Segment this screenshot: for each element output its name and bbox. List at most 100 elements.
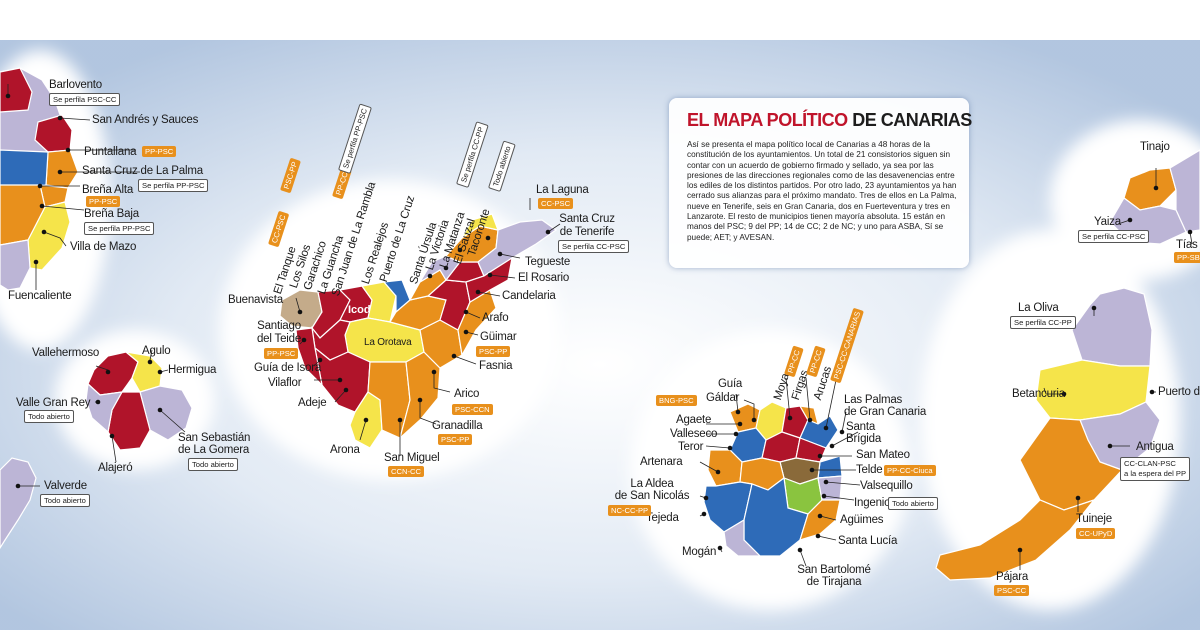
label-ingenio: Ingenio bbox=[854, 497, 891, 509]
tag-pajara: PSC-CC bbox=[994, 585, 1030, 596]
label-tias: Tías bbox=[1176, 239, 1198, 251]
label-yaiza: Yaiza bbox=[1094, 216, 1121, 228]
label-puerto-del-rosario: Puerto de bbox=[1158, 386, 1200, 398]
tag-la-laguna: CC-PSC bbox=[538, 198, 574, 209]
label-la-aldea-1: La Aldea bbox=[630, 478, 674, 490]
label-tuineje: Tuineje bbox=[1076, 513, 1112, 525]
label-valleseco: Valleseco bbox=[670, 428, 718, 440]
gran-canaria-island bbox=[703, 401, 843, 557]
label-valle-gran-rey: Valle Gran Rey bbox=[16, 397, 91, 409]
label-san-bartolome-2: de Tirajana bbox=[806, 576, 862, 588]
tag-brena-alta: PP-PSC bbox=[86, 196, 121, 207]
page-title: EL MAPA POLÍTICO DE CANARIAS bbox=[687, 110, 972, 131]
label-las-palmas-1: Las Palmas bbox=[844, 394, 903, 406]
label-guia-de-isora: Guía de Isora bbox=[254, 362, 322, 374]
tag-san-sebastian: Todo abierto bbox=[188, 458, 238, 471]
tag-la-aldea: NC-CC-PP bbox=[608, 505, 652, 516]
tag-ingenio: Todo abierto bbox=[888, 497, 938, 510]
label-santa-lucia: Santa Lucía bbox=[838, 535, 898, 547]
tag-galdar: BNG-PSC bbox=[656, 395, 697, 406]
label-fasnia: Fasnia bbox=[479, 360, 513, 372]
tag-tuineje: CC-UPyD bbox=[1076, 528, 1116, 539]
label-santa-cruz-1: Santa Cruz bbox=[559, 213, 615, 225]
label-san-miguel: San Miguel bbox=[384, 452, 440, 464]
label-brena-baja: Breña Baja bbox=[84, 208, 139, 220]
label-adeje: Adeje bbox=[298, 397, 327, 409]
tag-valverde: Todo abierto bbox=[40, 494, 90, 507]
label-la-oliva: La Oliva bbox=[1018, 302, 1059, 314]
tag-santa-cruz-la-palma: Se perfila PP-PSC bbox=[138, 179, 209, 192]
tag-tias: PP-SB bbox=[1174, 252, 1200, 263]
title-part-2: MAPA POLÍTICO bbox=[713, 110, 848, 130]
label-santa-brigida-2: Brígida bbox=[846, 433, 882, 445]
label-telde: Telde bbox=[856, 464, 883, 476]
label-agulo: Agulo bbox=[142, 345, 171, 357]
label-san-sebastian-1: San Sebastián bbox=[178, 432, 251, 444]
label-la-aldea-2: de San Nicolás bbox=[614, 490, 690, 502]
tag-antigua-line-2: a la espera del PP bbox=[1124, 469, 1187, 478]
tag-barlovento: Se perfila PSC-CC bbox=[49, 93, 121, 106]
label-las-palmas-2: de Gran Canaria bbox=[844, 406, 927, 418]
label-fuencaliente: Fuencaliente bbox=[8, 290, 72, 302]
tag-telde: PP-CC-Ciuca bbox=[884, 465, 936, 476]
tag-arico: PSC-CCN bbox=[452, 404, 493, 415]
label-betancuria: Betancuria bbox=[1012, 388, 1065, 400]
label-arafo: Arafo bbox=[482, 312, 509, 324]
label-galdar: Gáldar bbox=[706, 392, 740, 404]
el-hierro-island bbox=[0, 457, 37, 550]
label-antigua: Antigua bbox=[1136, 441, 1174, 453]
label-san-andres: San Andrés y Sauces bbox=[92, 114, 199, 126]
label-santa-brigida-1: Santa bbox=[846, 421, 876, 433]
label-san-bartolome-1: San Bartolomé bbox=[797, 564, 871, 576]
label-santa-cruz-la-palma: Santa Cruz de La Palma bbox=[82, 165, 203, 177]
tenerife-island bbox=[279, 213, 558, 449]
label-san-sebastian-2: de La Gomera bbox=[178, 444, 250, 456]
label-icod: Icod bbox=[348, 304, 371, 316]
label-barlovento: Barlovento bbox=[49, 79, 102, 91]
tag-antigua-line-1: CC-CLAN-PSC bbox=[1124, 459, 1176, 468]
label-hermigua: Hermigua bbox=[168, 364, 217, 376]
label-san-mateo: San Mateo bbox=[856, 449, 910, 461]
tag-santiago-del-teide: PP-PSC bbox=[264, 348, 299, 359]
label-la-orotava: La Orotava bbox=[364, 337, 412, 348]
label-pajara: Pájara bbox=[996, 571, 1029, 583]
label-tinajo: Tinajo bbox=[1140, 141, 1170, 153]
label-mogan: Mogán bbox=[682, 546, 717, 558]
label-brena-alta: Breña Alta bbox=[82, 184, 134, 196]
info-box: EL MAPA POLÍTICO DE CANARIAS Así se pres… bbox=[669, 98, 972, 268]
label-valverde: Valverde bbox=[44, 480, 87, 492]
tag-santa-cruz-tenerife: Se perfila CC-PSC bbox=[558, 240, 630, 253]
label-arico: Arico bbox=[454, 388, 480, 400]
label-vilaflor: Vilaflor bbox=[268, 377, 302, 389]
label-agaete: Agaete bbox=[676, 414, 712, 426]
tag-guimar: PSC-PP bbox=[476, 346, 511, 357]
label-valsequillo: Valsequillo bbox=[860, 480, 913, 492]
label-villa-de-mazo: Villa de Mazo bbox=[70, 241, 137, 253]
label-candelaria: Candelaria bbox=[502, 290, 556, 302]
label-puntallana: Puntallana bbox=[84, 146, 137, 158]
tag-yaiza: Se perfila CC-PSC bbox=[1078, 230, 1150, 243]
label-guimar: Güimar bbox=[480, 331, 517, 343]
label-tegueste: Tegueste bbox=[525, 256, 571, 268]
label-guia: Guía bbox=[718, 378, 743, 390]
label-santiago-2: del Teide bbox=[256, 333, 302, 345]
tag-antigua: CC-CLAN-PSC a la espera del PP bbox=[1120, 457, 1191, 481]
label-la-laguna: La Laguna bbox=[536, 184, 589, 196]
label-artenara: Artenara bbox=[640, 456, 683, 468]
label-aguimes: Agüimes bbox=[840, 514, 884, 526]
tag-puntallana: PP-PSC bbox=[142, 146, 177, 157]
label-el-rosario: El Rosario bbox=[518, 272, 570, 284]
info-body-text: Así se presenta el mapa político local d… bbox=[687, 140, 957, 242]
label-arona: Arona bbox=[330, 444, 360, 456]
label-teror: Teror bbox=[678, 441, 704, 453]
leader-lines bbox=[7, 84, 1193, 570]
label-vallehermoso: Vallehermoso bbox=[32, 347, 100, 359]
label-granadilla: Granadilla bbox=[432, 420, 483, 432]
title-part-1: EL bbox=[687, 110, 714, 130]
title-part-3: DE CANARIAS bbox=[847, 110, 972, 130]
tag-granadilla: PSC-PP bbox=[438, 434, 473, 445]
tag-la-oliva: Se perfila CC-PP bbox=[1010, 316, 1076, 329]
tag-san-miguel: CCN-CC bbox=[388, 466, 424, 477]
label-santa-cruz-2: de Tenerife bbox=[559, 226, 615, 238]
